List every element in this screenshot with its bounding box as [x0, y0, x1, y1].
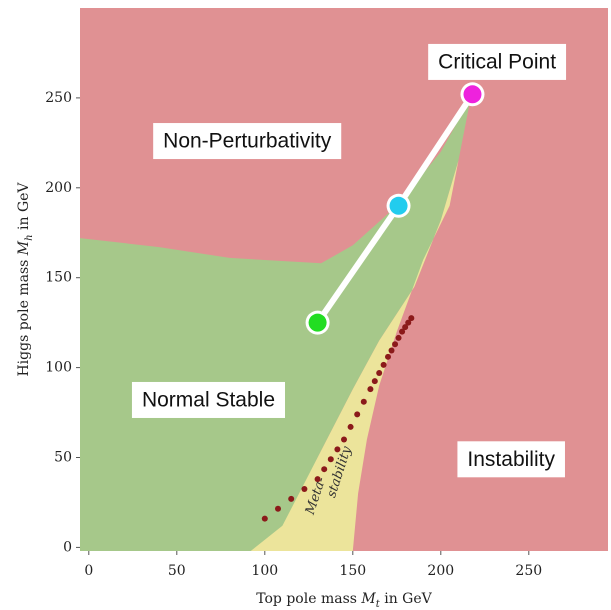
- region-label-bg-instability: [457, 441, 565, 478]
- boundary-dot: [261, 515, 268, 522]
- boundary-dot: [376, 369, 383, 376]
- boundary-dot: [380, 361, 387, 368]
- y-axis-title-symbol: M: [16, 240, 32, 256]
- region-label-bg-normal-stable: [131, 381, 286, 418]
- x-axis-title-part-1: Top pole mass: [256, 591, 361, 607]
- path-point-2: [389, 196, 408, 215]
- region-label-normal-stable: Normal Stable: [142, 388, 275, 411]
- y-axis-ticks: 0 50 100 150 200 250: [45, 90, 80, 555]
- boundary-dot: [347, 423, 354, 430]
- region-label-non-perturbativity: Non-Perturbativity: [163, 130, 332, 153]
- boundary-dot: [388, 347, 395, 354]
- boundary-dot: [385, 353, 391, 360]
- region-labels: Non-Perturbativity Normal Stable Instabi…: [131, 43, 567, 478]
- boundary-dot: [341, 436, 347, 443]
- y-tick-label: 200: [45, 180, 72, 196]
- boundary-dot: [408, 315, 415, 322]
- x-tick-label: 50: [168, 563, 186, 579]
- boundary-dot: [288, 495, 295, 502]
- boundary-dot: [314, 476, 321, 483]
- x-tick-label: 100: [251, 563, 278, 579]
- region-label-critical-point: Critical Point: [438, 50, 556, 73]
- critical-path: [305, 82, 485, 335]
- boundary-dot: [371, 378, 378, 385]
- y-axis-title-subscript: h: [24, 234, 35, 240]
- region-label-bg-critical-point: [428, 43, 567, 80]
- boundary-dot: [392, 341, 399, 348]
- path-segment: [395, 91, 476, 209]
- region-label-instability: Instability: [467, 448, 555, 471]
- boundary-dot: [334, 446, 341, 453]
- region-label-bg-non-perturbativity: [153, 123, 342, 160]
- boundary-dot: [321, 466, 328, 473]
- y-tick-label: 0: [63, 539, 72, 555]
- y-tick-label: 250: [45, 90, 72, 106]
- meta-stability-region: [250, 97, 471, 551]
- y-tick-label: 100: [45, 360, 72, 376]
- x-axis-title-part-2: in GeV: [380, 591, 433, 607]
- boundary-dot: [327, 456, 334, 463]
- y-tick-label: 50: [54, 450, 72, 466]
- boundary-dot: [395, 334, 402, 341]
- boundary-dot: [399, 328, 406, 335]
- path-point-3: [463, 85, 482, 104]
- x-axis-title-subscript: t: [376, 599, 381, 610]
- x-tick-label: 0: [84, 563, 93, 579]
- path-segment: [314, 202, 402, 326]
- y-axis-title-part-1: Higgs pole mass: [16, 255, 32, 376]
- x-tick-label: 200: [427, 563, 454, 579]
- boundary-dot: [360, 398, 367, 405]
- x-tick-label: 150: [339, 563, 366, 579]
- x-axis-title: Top pole mass Mt in GeV: [256, 591, 432, 610]
- path-point-1: [308, 313, 327, 332]
- x-axis-title-symbol: M: [360, 591, 376, 607]
- stability-boundary-dots: [261, 315, 415, 522]
- boundary-dot: [367, 386, 374, 393]
- y-tick-label: 150: [45, 270, 72, 286]
- normal-stable-region: [80, 97, 471, 551]
- boundary-dot: [402, 324, 409, 331]
- boundary-dot: [275, 505, 281, 512]
- boundary-dot: [405, 319, 412, 326]
- boundary-dot: [354, 411, 361, 418]
- y-axis-title-part-2: in GeV: [16, 182, 32, 235]
- y-axis-title: Higgs pole mass Mh in GeV: [16, 182, 35, 377]
- x-tick-label: 250: [515, 563, 542, 579]
- x-axis-ticks: 0 50 100 150 200 250: [84, 551, 542, 579]
- boundary-dot: [301, 485, 308, 492]
